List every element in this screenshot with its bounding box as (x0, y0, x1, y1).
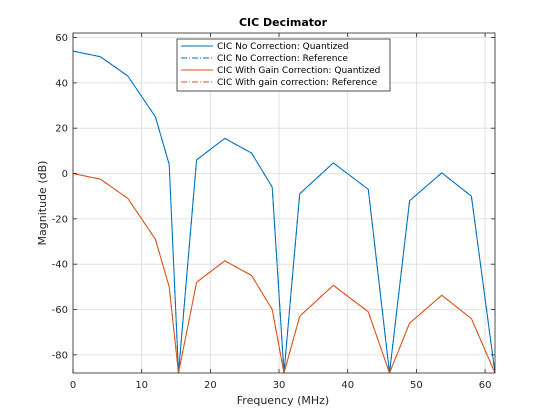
y-tick-label: -60 (52, 305, 68, 316)
axis-ticks: 0 10 20 30 40 50 60 -80 -60 -40 -20 0 20 40 60 (52, 33, 495, 391)
y-tick-label: 60 (55, 33, 68, 44)
y-tick-label: 0 (62, 169, 68, 180)
x-tick-label: 50 (410, 380, 423, 391)
series-line-4 (73, 173, 495, 373)
series-layer (73, 50, 495, 373)
legend-entry-4: CIC With gain correction: Reference (217, 78, 378, 88)
legend-entry-1: CIC No Correction: Quantized (217, 42, 349, 52)
y-tick-label: -40 (52, 260, 68, 271)
y-tick-label: 40 (55, 78, 68, 89)
legend-entry-2: CIC No Correction: Reference (217, 54, 348, 64)
x-tick-label: 20 (204, 380, 217, 391)
x-tick-label: 60 (479, 380, 492, 391)
legend-box (176, 38, 391, 92)
series-line-2 (73, 50, 495, 373)
chart-title: CIC Decimator (239, 16, 328, 29)
x-tick-label: 10 (135, 380, 148, 391)
x-tick-label: 0 (70, 380, 76, 391)
y-axis-label: Magnitude (dB) (36, 161, 49, 246)
x-axis-label: Frequency (MHz) (237, 394, 329, 407)
y-tick-label: -80 (52, 350, 68, 361)
x-tick-label: 30 (273, 380, 286, 391)
legend: CIC No Correction: Quantized CIC No Corre… (176, 38, 391, 92)
legend-entry-3: CIC With Gain Correction: Quantized (217, 66, 380, 76)
x-tick-label: 40 (341, 380, 354, 391)
y-tick-label: -20 (52, 214, 68, 225)
plot-area-frame (72, 32, 496, 374)
y-tick-label: 20 (55, 124, 68, 135)
